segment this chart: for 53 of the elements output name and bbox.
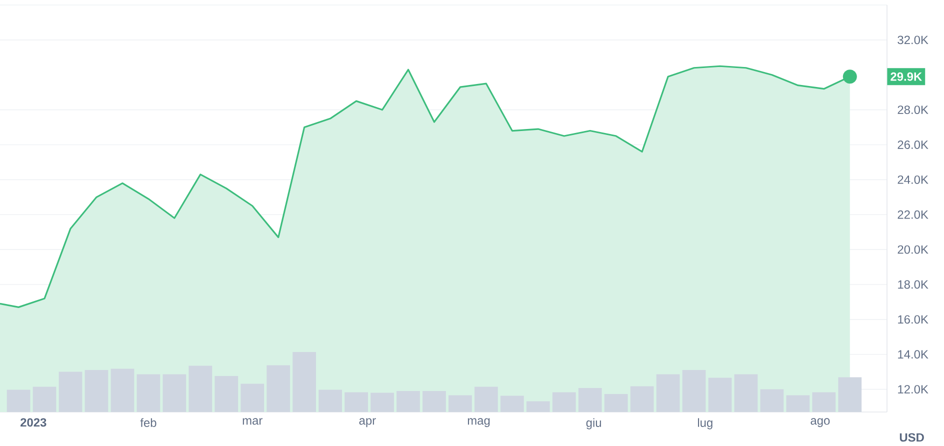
y-tick-label: 22.0K — [898, 210, 928, 219]
x-tick-label: mag — [468, 418, 490, 428]
bar — [838, 377, 862, 412]
y-tick-label: 12.0K — [898, 385, 928, 394]
bar — [656, 374, 680, 412]
bar — [526, 401, 550, 412]
bar — [58, 372, 82, 412]
bar — [84, 370, 108, 412]
bar — [162, 374, 186, 412]
bar — [708, 378, 732, 412]
x-tick-label: 2023 — [20, 418, 46, 427]
bar — [136, 374, 160, 412]
y-tick-label: 26.0K — [898, 140, 928, 149]
y-tick-label: 20.0K — [898, 245, 928, 254]
bar — [110, 368, 134, 412]
x-tick-label: feb — [140, 418, 156, 427]
y-tick-label: 28.0K — [898, 106, 928, 114]
x-tick-label: mar — [242, 418, 262, 425]
bar — [396, 391, 420, 412]
bar — [188, 366, 212, 412]
bar — [32, 386, 56, 412]
bar — [630, 386, 654, 412]
bar — [604, 394, 628, 412]
bar — [292, 352, 316, 412]
bar — [240, 384, 264, 412]
y-tick-label: 18.0K — [898, 280, 928, 289]
bar — [474, 386, 498, 412]
x-tick-label: giu — [586, 418, 601, 430]
bar — [6, 390, 30, 412]
y-tick-label: 14.0K — [898, 350, 928, 359]
bar — [344, 392, 368, 412]
bar — [734, 374, 758, 412]
bar — [370, 392, 394, 412]
bar — [266, 365, 290, 412]
bar — [786, 395, 810, 412]
bar — [422, 391, 446, 412]
x-tick-label: apr — [359, 418, 376, 428]
y-axis-title: USD — [900, 433, 924, 442]
x-tick-label: ago — [810, 418, 830, 428]
bar — [552, 392, 576, 412]
text: 29.9K — [890, 72, 922, 81]
bar — [214, 376, 238, 412]
x-tick-label: lug — [698, 418, 712, 430]
y-tick-label: 16.0K — [898, 315, 928, 324]
bar — [448, 395, 472, 412]
bar — [812, 392, 836, 412]
bar — [500, 396, 524, 412]
y-tick-label: 24.0K — [898, 175, 928, 184]
y-tick-label: 32.0K — [898, 36, 928, 44]
bar — [760, 389, 784, 412]
bar — [682, 370, 706, 412]
bar — [578, 388, 602, 412]
bar — [318, 390, 342, 412]
